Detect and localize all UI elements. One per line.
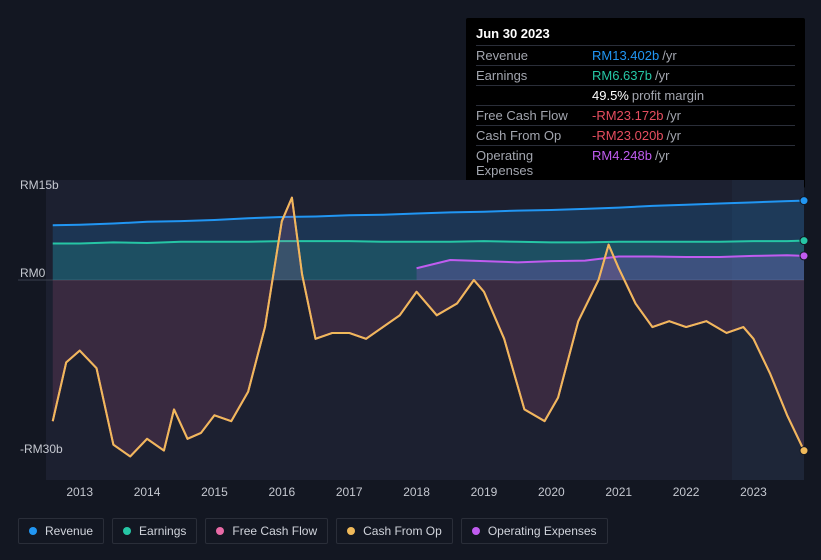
x-axis: 2013 2014 2015 2016 2017 2018 2019 2020 2021 2022… — [18, 485, 804, 501]
tooltip-date: Jun 30 2023 — [476, 24, 795, 45]
tooltip-row: EarningsRM6.637b/yr — [476, 65, 795, 85]
legend-label: Free Cash Flow — [232, 524, 317, 538]
legend-item[interactable]: Earnings — [112, 518, 197, 544]
tooltip-suffix: /yr — [667, 128, 681, 143]
tooltip-value: 49.5% — [592, 88, 629, 103]
x-tick-label: 2015 — [201, 485, 228, 499]
financial-chart-container: Jun 30 2023 RevenueRM13.402b/yrEarningsR… — [0, 0, 821, 560]
x-tick-label: 2017 — [336, 485, 363, 499]
tooltip-value: RM13.402b — [592, 48, 659, 63]
tooltip-suffix: /yr — [662, 48, 676, 63]
chart-area[interactable]: RM15b RM0 -RM30b — [18, 160, 804, 480]
tooltip-value: -RM23.172b — [592, 108, 664, 123]
legend-dot-icon — [123, 527, 131, 535]
legend-item[interactable]: Free Cash Flow — [205, 518, 328, 544]
x-tick-label: 2020 — [538, 485, 565, 499]
x-tick-label: 2018 — [403, 485, 430, 499]
legend-label: Cash From Op — [363, 524, 442, 538]
tooltip-suffix: /yr — [655, 68, 669, 83]
legend-dot-icon — [472, 527, 480, 535]
tooltip-row: Free Cash Flow-RM23.172b/yr — [476, 105, 795, 125]
legend-label: Earnings — [139, 524, 186, 538]
x-tick-label: 2014 — [134, 485, 161, 499]
legend: Revenue Earnings Free Cash Flow Cash From O… — [18, 518, 608, 544]
x-tick-label: 2023 — [740, 485, 767, 499]
x-tick-label: 2019 — [471, 485, 498, 499]
legend-item[interactable]: Revenue — [18, 518, 104, 544]
tooltip-label: Free Cash Flow — [476, 108, 592, 123]
tooltip-label: Cash From Op — [476, 128, 592, 143]
tooltip-label — [476, 88, 592, 103]
y-tick-label: -RM30b — [20, 442, 63, 456]
legend-label: Revenue — [45, 524, 93, 538]
tooltip-value: -RM23.020b — [592, 128, 664, 143]
legend-item[interactable]: Operating Expenses — [461, 518, 608, 544]
tooltip-row: 49.5%profit margin — [476, 85, 795, 105]
tooltip-label: Earnings — [476, 68, 592, 83]
tooltip-value: RM6.637b — [592, 68, 652, 83]
tooltip-label: Revenue — [476, 48, 592, 63]
x-tick-label: 2022 — [673, 485, 700, 499]
x-tick-label: 2016 — [268, 485, 295, 499]
tooltip-row: Cash From Op-RM23.020b/yr — [476, 125, 795, 145]
legend-dot-icon — [29, 527, 37, 535]
legend-dot-icon — [347, 527, 355, 535]
legend-label: Operating Expenses — [488, 524, 597, 538]
legend-item[interactable]: Cash From Op — [336, 518, 453, 544]
legend-dot-icon — [216, 527, 224, 535]
chart-svg — [18, 160, 804, 480]
tooltip-suffix: /yr — [667, 108, 681, 123]
y-tick-label: RM0 — [20, 266, 45, 280]
tooltip-suffix: profit margin — [632, 88, 704, 103]
y-tick-label: RM15b — [20, 178, 59, 192]
x-tick-label: 2021 — [605, 485, 632, 499]
x-tick-label: 2013 — [66, 485, 93, 499]
tooltip-row: RevenueRM13.402b/yr — [476, 45, 795, 65]
